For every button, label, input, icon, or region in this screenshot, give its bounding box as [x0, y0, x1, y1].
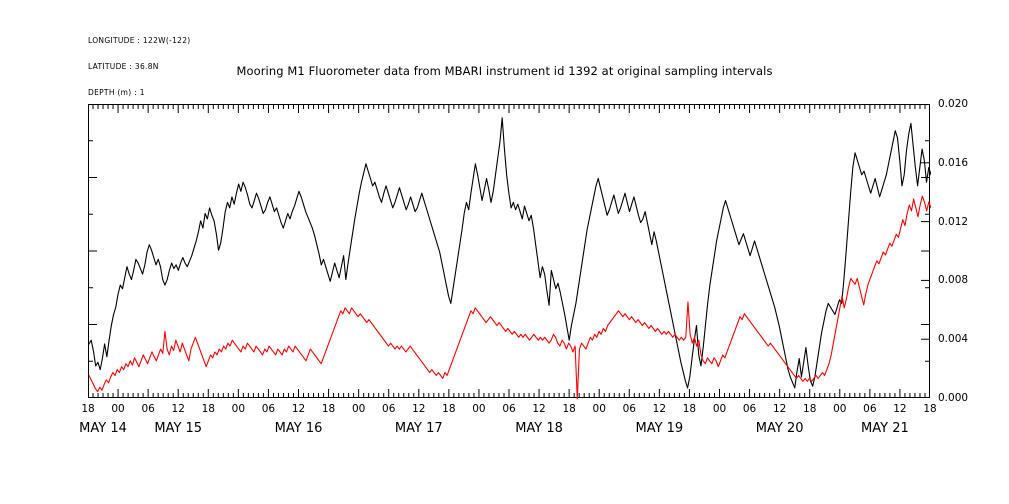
- x-day-label-3: MAY 17: [394, 421, 443, 436]
- series-line-2: [89, 195, 931, 399]
- x-day-label-5: MAY 19: [635, 421, 684, 436]
- x-day-label-7: MAY 21: [861, 421, 909, 436]
- x-tick-hour-4: 18: [201, 403, 215, 415]
- x-tick-hour-13: 00: [472, 403, 486, 415]
- chart-title: Mooring M1 Fluorometer data from MBARI i…: [236, 64, 773, 78]
- x-tick-hour-24: 18: [803, 403, 817, 415]
- y-tick-right-1: 0.004: [938, 333, 969, 346]
- x-tick-hour-3: 12: [171, 403, 185, 415]
- x-tick-hour-1: 00: [111, 403, 125, 415]
- y-tick-right-2: 0.008: [938, 274, 969, 287]
- x-tick-hour-12: 18: [442, 403, 456, 415]
- longitude-text: LONGITUDE : 122W(-122): [88, 36, 191, 46]
- x-tick-hour-25: 00: [833, 403, 847, 415]
- x-tick-hour-16: 18: [562, 403, 576, 415]
- plot-area: [88, 104, 931, 399]
- y-tick-right-5: 0.020: [938, 98, 969, 110]
- x-tick-hour-20: 18: [682, 403, 697, 415]
- x-tick-hour-11: 12: [412, 403, 426, 415]
- x-tick-hour-6: 06: [261, 403, 276, 415]
- x-tick-hour-14: 06: [502, 403, 516, 415]
- x-tick-hour-17: 00: [592, 403, 606, 415]
- x-tick-hour-19: 12: [652, 403, 667, 415]
- plot-canvas: [89, 117, 931, 399]
- x-tick-hour-7: 12: [291, 403, 306, 415]
- x-tick-hour-22: 06: [742, 403, 757, 415]
- x-tick-hour-10: 06: [382, 403, 396, 415]
- x-day-label-4: MAY 18: [515, 421, 563, 436]
- x-tick-hour-18: 06: [622, 403, 636, 415]
- y-tick-right-3: 0.012: [938, 215, 969, 228]
- x-day-label-1: MAY 15: [154, 421, 203, 436]
- x-day-label-2: MAY 16: [274, 421, 323, 436]
- x-day-label-6: MAY 20: [755, 421, 804, 436]
- y-tick-right-4: 0.016: [938, 156, 969, 169]
- x-tick-hour-28: 18: [923, 403, 937, 415]
- x-tick-hour-5: 00: [231, 403, 246, 415]
- x-tick-hour-27: 12: [893, 403, 907, 415]
- x-tick-hour-2: 06: [141, 403, 155, 415]
- x-tick-hour-9: 00: [351, 403, 366, 415]
- x-tick-hour-0: 18: [81, 403, 95, 415]
- x-tick-hour-8: 18: [321, 403, 336, 415]
- x-tick-hour-15: 12: [532, 403, 546, 415]
- x-tick-hour-26: 06: [863, 403, 877, 415]
- latitude-text: LATITUDE : 36.8N: [88, 61, 159, 71]
- x-tick-hour-23: 12: [772, 403, 787, 415]
- depth-text: DEPTH (m) : 1: [88, 87, 145, 97]
- y-tick-right-0: 0.000: [938, 392, 969, 404]
- x-tick-hour-21: 00: [712, 403, 727, 415]
- x-day-label-0: MAY 14: [79, 421, 127, 436]
- series-line-1: [89, 117, 931, 389]
